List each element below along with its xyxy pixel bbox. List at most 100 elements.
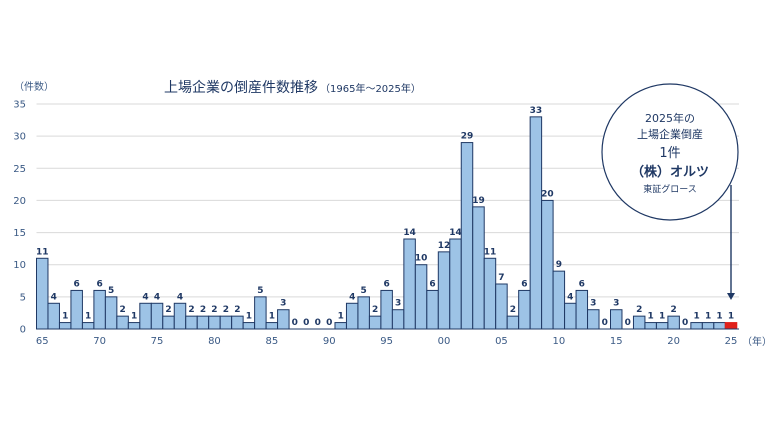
bar-2010 (552, 270, 566, 330)
x-tick-label: 75 (151, 336, 164, 347)
bar-1992 (345, 302, 359, 330)
value-label-2013: 3 (590, 299, 596, 309)
x-tick-labels: 65 70 75 80 85 90 95 00 05 10 15 20 25 (36, 336, 738, 347)
x-tick-label: 70 (93, 336, 106, 347)
bar-1984 (254, 296, 267, 330)
bar-2001 (449, 238, 462, 330)
value-label-1981: 2 (223, 305, 229, 315)
value-label-2003: 19 (472, 196, 485, 206)
value-label-2024: 1 (716, 312, 722, 322)
value-label-1991: 1 (338, 312, 344, 322)
value-label-1966: 4 (51, 292, 57, 302)
bar-1979 (196, 315, 210, 330)
y-tick-labels: 0 5 10 15 20 25 30 35 (13, 100, 26, 336)
value-label-2006: 2 (510, 305, 516, 315)
bar-1980 (208, 315, 221, 330)
bar-1966 (47, 302, 60, 330)
bar-2019 (655, 322, 669, 330)
bar-2013 (587, 309, 600, 330)
value-label-2001: 14 (449, 228, 462, 238)
value-label-1986: 3 (280, 299, 286, 309)
bar-2012 (575, 289, 589, 330)
bar-1991 (334, 322, 347, 330)
value-label-1970: 6 (97, 279, 103, 289)
bar-1976 (162, 315, 175, 330)
x-tick-label: 05 (495, 336, 508, 347)
value-label-2009: 20 (541, 189, 554, 199)
callout-arrow-head (727, 293, 735, 300)
value-label-1979: 2 (200, 305, 206, 315)
value-label-1988: 0 (303, 318, 309, 328)
callout-line1: 2025年の (645, 111, 695, 125)
x-tick-label: 85 (265, 336, 278, 347)
bar-2018 (644, 322, 657, 330)
value-label-1974: 4 (142, 292, 148, 302)
bar-1983 (242, 322, 256, 330)
bar-2024 (713, 322, 726, 330)
x-tick-label: 00 (438, 336, 451, 347)
bar-2004 (483, 257, 497, 330)
value-label-1989: 0 (315, 318, 321, 328)
value-label-2011: 4 (567, 292, 573, 302)
bar-2020 (667, 315, 680, 330)
bar-1972 (116, 315, 129, 330)
callout: 2025年の 上場企業倒産 1件 （株）オルツ 東証グロース (601, 83, 739, 300)
value-label-2004: 11 (484, 247, 497, 257)
value-label-2000: 12 (438, 241, 451, 251)
y-tick-label: 25 (13, 164, 26, 175)
bar-2015 (610, 309, 623, 330)
value-label-1969: 1 (85, 312, 91, 322)
value-label-2007: 6 (521, 279, 527, 289)
value-label-1983: 1 (246, 312, 252, 322)
value-label-2005: 7 (498, 273, 504, 283)
value-label-1998: 10 (415, 254, 428, 264)
bar-2011 (564, 302, 577, 330)
gridlines (36, 103, 739, 298)
bar-1973 (127, 322, 141, 330)
value-label-1996: 3 (395, 299, 401, 309)
value-label-2017: 2 (636, 305, 642, 315)
value-label-1968: 6 (74, 279, 80, 289)
bar-2008 (529, 116, 543, 330)
bar-2017 (632, 315, 646, 330)
x-axis-unit: （年） (742, 335, 770, 348)
y-tick-label: 5 (20, 292, 26, 303)
value-label-1976: 2 (165, 305, 171, 315)
y-tick-label: 20 (13, 196, 26, 207)
bar-2005 (495, 283, 508, 330)
value-label-2018: 1 (648, 312, 654, 322)
bar-1999 (426, 289, 439, 330)
bar-2009 (541, 199, 554, 330)
value-label-2025: 1 (728, 312, 734, 322)
bar-1965 (36, 257, 49, 330)
bar-1969 (81, 322, 95, 330)
value-label-1994: 2 (372, 305, 378, 315)
x-tick-label: 65 (36, 336, 49, 347)
value-label-1967: 1 (62, 312, 68, 322)
bar-2003 (472, 206, 485, 330)
bar-1995 (380, 289, 393, 330)
x-tick-label: 10 (552, 336, 565, 347)
bar-1981 (219, 315, 233, 330)
y-axis-label: （件数） (14, 80, 54, 93)
value-label-1972: 2 (119, 305, 125, 315)
chart-title-main: 上場企業の倒産件数推移 (164, 79, 318, 96)
y-tick-label: 10 (13, 260, 26, 271)
value-label-2015: 3 (613, 299, 619, 309)
x-tick-label: 90 (323, 336, 336, 347)
value-label-1980: 2 (211, 305, 217, 315)
value-label-2010: 9 (556, 260, 562, 270)
bars (36, 116, 738, 330)
value-label-2023: 1 (705, 312, 711, 322)
value-label-2008: 33 (530, 106, 543, 116)
bar-1985 (265, 322, 279, 330)
bar-2025 (724, 322, 738, 330)
bar-1977 (173, 302, 187, 330)
value-label-1999: 6 (429, 279, 435, 289)
value-label-2022: 1 (693, 312, 699, 322)
bar-1998 (414, 264, 428, 330)
value-label-1985: 1 (269, 312, 275, 322)
value-label-1971: 5 (108, 286, 114, 296)
bar-2002 (460, 142, 474, 330)
